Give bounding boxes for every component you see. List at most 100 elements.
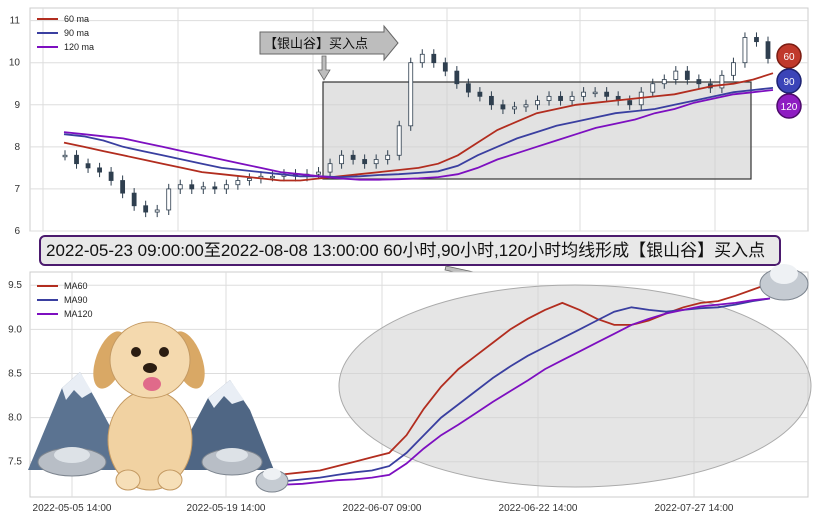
bottom-x-tick-1: 2022-05-19 14:00 xyxy=(187,503,266,514)
candle-body-15 xyxy=(235,180,241,186)
mountain-right xyxy=(170,380,274,470)
candle-body-6 xyxy=(131,192,137,207)
candle-body-61 xyxy=(765,41,771,59)
bottom-y-tick-8.0: 8.0 xyxy=(8,413,22,424)
top-y-tick-6: 6 xyxy=(14,226,20,237)
candle-body-22 xyxy=(316,171,321,175)
bottom-legend: MA60 MA90 MA120 xyxy=(37,281,93,319)
bottom-ma-lines xyxy=(267,282,771,487)
ingot-right-top xyxy=(216,448,248,462)
banner-text: 2022-05-23 09:00:00至2022-08-08 13:00:00 … xyxy=(46,241,765,260)
candle-body-37 xyxy=(489,95,494,106)
candle-body-36 xyxy=(477,91,483,97)
badge-120-label: 120 xyxy=(781,102,798,113)
dog-leg-right xyxy=(157,469,183,491)
candle-body-52 xyxy=(661,79,667,85)
candle-body-25 xyxy=(350,154,356,160)
callout-arrow-shape xyxy=(259,24,399,62)
bottom-y-tick-7.5: 7.5 xyxy=(8,457,22,468)
candle-body-35 xyxy=(465,83,471,93)
legend-label-ma60: MA60 xyxy=(64,281,88,291)
silver-ingots-illustration xyxy=(37,447,263,477)
top-y-tick-10: 10 xyxy=(9,58,21,69)
candle-body-60 xyxy=(754,37,759,43)
bottom-y-tick-labels: 7.5 8.0 8.5 9.0 9.5 xyxy=(8,280,22,467)
candle-body-3 xyxy=(97,167,102,173)
candle-body-51 xyxy=(650,83,656,93)
mountain-right-snow xyxy=(208,380,244,408)
candle-body-12 xyxy=(200,186,206,190)
legend-label-ma90: MA90 xyxy=(64,295,88,305)
badge-90-circle xyxy=(776,68,802,94)
candle-body-1 xyxy=(74,154,79,165)
buy-point-callout: 【银山谷】买入点 xyxy=(259,24,399,81)
corner-ingot-bottom-left xyxy=(255,468,289,493)
candle-body-49 xyxy=(627,100,633,106)
badge-120-circle xyxy=(776,93,802,119)
badge-60-label: 60 xyxy=(783,52,795,63)
candle-body-57 xyxy=(719,74,725,89)
candle-body-0 xyxy=(62,154,68,158)
candle-body-43 xyxy=(558,95,563,101)
candle-body-46 xyxy=(592,91,598,95)
legend-label-90ma: 90 ma xyxy=(64,28,89,38)
legend-label-ma120: MA120 xyxy=(64,309,93,319)
banner-box xyxy=(39,235,781,266)
bottom-x-tick-0: 2022-05-05 14:00 xyxy=(33,503,112,514)
candle-body-31 xyxy=(419,53,425,64)
badge-60-circle xyxy=(776,43,802,69)
candle-body-39 xyxy=(512,106,517,110)
candle-body-5 xyxy=(120,180,126,194)
bottom-x-tick-2: 2022-06-07 09:00 xyxy=(343,503,422,514)
candle-body-32 xyxy=(431,53,437,64)
candle-body-42 xyxy=(546,95,552,101)
top-y-tick-labels: 6 7 8 9 10 11 xyxy=(9,16,21,237)
legend-label-60ma: 60 ma xyxy=(64,14,89,24)
top-chart: 6 7 8 9 10 11 60 ma 90 ma 120 ma 【银山谷】买入点 60 … xyxy=(9,7,809,237)
dog-eye-right xyxy=(159,347,169,357)
top-series-line-1 xyxy=(63,87,774,179)
candle-body-7 xyxy=(143,205,149,213)
dog-nose xyxy=(143,363,157,373)
badge-90-label: 90 xyxy=(783,77,795,88)
dog-eye-left xyxy=(131,347,141,357)
candle-body-2 xyxy=(85,163,91,169)
bottom-series-line-0 xyxy=(267,282,771,478)
candle-body-41 xyxy=(535,100,540,106)
highlight-ellipse xyxy=(338,284,812,488)
candle-body-27 xyxy=(373,159,379,165)
bottom-x-tick-labels: 2022-05-05 14:00 2022-05-19 14:00 2022-06-… xyxy=(33,503,734,514)
top-legend: 60 ma 90 ma 120 ma xyxy=(37,14,94,52)
candle-body-45 xyxy=(581,91,587,97)
dog-head xyxy=(109,321,191,399)
candle-body-14 xyxy=(223,184,229,190)
candle-body-44 xyxy=(569,95,575,101)
top-ma-lines xyxy=(63,72,774,182)
ingot-left-top xyxy=(54,447,90,463)
top-series-line-0 xyxy=(63,72,774,182)
top-y-tick-11: 11 xyxy=(10,16,21,27)
candle-body-8 xyxy=(154,209,160,213)
candle-body-16 xyxy=(246,178,252,181)
candle-body-34 xyxy=(454,70,460,85)
candle-body-54 xyxy=(684,70,690,80)
dog-tongue xyxy=(143,377,161,391)
candle-body-40 xyxy=(523,104,529,108)
corner-ingot-top-right xyxy=(759,264,809,301)
candle-body-59 xyxy=(742,37,748,64)
candle-body-18 xyxy=(270,175,275,179)
mountain-left xyxy=(28,372,122,470)
bottom-y-tick-8.5: 8.5 xyxy=(8,368,22,379)
candle-body-13 xyxy=(212,186,218,190)
candles xyxy=(62,32,771,218)
callout-label: 【银山谷】买入点 xyxy=(264,36,368,51)
dog-illustration xyxy=(93,321,205,491)
bottom-y-tick-9.0: 9.0 xyxy=(8,324,22,335)
candle-body-47 xyxy=(604,91,610,97)
candle-body-55 xyxy=(696,79,702,85)
bottom-x-tick-4: 2022-07-27 14:00 xyxy=(655,503,734,514)
top-y-tick-8: 8 xyxy=(14,142,20,153)
dog-leg-left xyxy=(115,469,141,491)
bottom-series-line-2 xyxy=(267,297,771,487)
